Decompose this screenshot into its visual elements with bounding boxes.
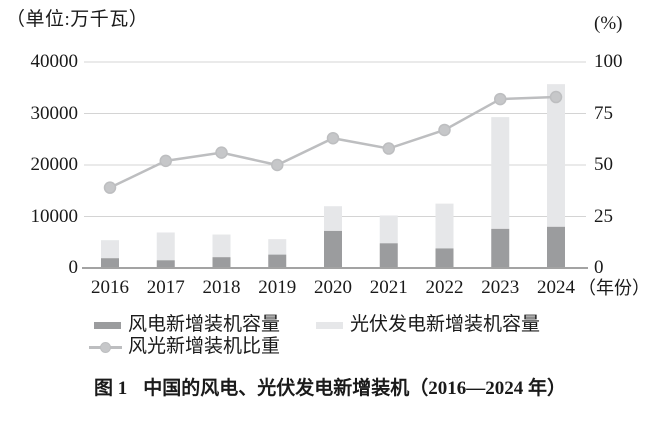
ratio-line-swatch: [89, 341, 122, 353]
ratio-marker: [494, 92, 507, 106]
y-axis-tick-left: 20000: [30, 154, 79, 175]
bar-segment-wind: [101, 258, 119, 268]
legend-item-wind-capacity: 风电新增装机容量: [94, 314, 280, 336]
legend-item-ratio: 风光新增装机比重: [89, 336, 280, 358]
bar-segment-solar: [212, 234, 231, 258]
x-axis-tick: 2019: [258, 277, 297, 298]
left-axis-unit-label: （单位:万千瓦）: [6, 9, 149, 30]
y-axis-tick-left: 0: [68, 257, 79, 278]
bar-segment-solar: [547, 84, 565, 227]
x-axis-tick: 2016: [91, 277, 129, 298]
y-axis-tick-right: 50: [594, 154, 613, 175]
bar-segment-solar: [324, 206, 342, 231]
bar-segment-wind: [491, 228, 510, 268]
y-axis-tick-left: 10000: [30, 205, 79, 227]
x-axis-tick: 2020: [314, 277, 352, 298]
x-axis-tick: 2024: [537, 277, 575, 298]
ratio-marker: [382, 142, 395, 155]
ratio-marker: [215, 146, 228, 159]
ratio-marker: [438, 123, 451, 137]
bar-segment-wind: [212, 257, 231, 268]
figure-number: 图 1: [93, 378, 128, 399]
x-axis-year-suffix: （年份）: [578, 278, 650, 298]
bar-segment-wind: [547, 226, 565, 268]
bar-segment-wind: [324, 230, 342, 268]
bar-segment-solar: [379, 215, 398, 244]
x-axis-tick: 2022: [425, 277, 464, 298]
bar-segment-wind: [268, 254, 287, 268]
legend-label-solar: 光伏发电新增装机容量: [350, 314, 541, 335]
legend-label-wind: 风电新增装机容量: [128, 314, 281, 335]
ratio-marker: [549, 90, 563, 104]
bar-segment-wind: [435, 248, 454, 268]
bar-segment-solar: [491, 117, 510, 229]
ratio-marker-swatch: [100, 341, 111, 353]
bar-segment-wind: [156, 260, 175, 268]
x-axis-tick: 2021: [369, 277, 408, 298]
bar-segment-solar: [435, 203, 454, 249]
legend-item-solar-capacity: 光伏发电新增装机容量: [316, 314, 540, 336]
y-axis-tick-right: 25: [594, 205, 613, 227]
y-axis-tick-right: 75: [594, 102, 613, 124]
ratio-marker: [103, 181, 117, 194]
chart-canvas: [82, 61, 588, 269]
y-axis-tick-left: 30000: [30, 102, 79, 124]
ratio-marker: [271, 158, 284, 172]
y-axis-tick-left: 40000: [30, 51, 79, 72]
x-axis-tick: 2017: [146, 277, 185, 298]
figure-title: 中国的风电、光伏发电新增装机（2016—2024 年）: [143, 378, 567, 399]
bar-segment-solar: [268, 239, 287, 255]
chart-area: （单位:万千瓦） (%) （年份） 0 10000 20000 30000 40000 0…: [6, 9, 650, 298]
figure-caption: 图 1 中国的风电、光伏发电新增装机（2016—2024 年）: [0, 377, 660, 401]
right-axis-unit-label: (%): [594, 13, 623, 34]
y-axis-tick-right: 0: [594, 257, 604, 278]
x-axis-tick: 2023: [481, 277, 520, 298]
bar-segment-solar: [101, 240, 119, 259]
y-axis-tick-right: 100: [594, 51, 623, 72]
ratio-marker: [159, 154, 172, 168]
legend-label-ratio: 风光新增装机比重: [128, 336, 281, 357]
ratio-marker: [326, 131, 340, 145]
bar-segment-wind: [379, 243, 398, 268]
wind-bar-swatch: [94, 321, 121, 329]
bar-segment-solar: [156, 232, 175, 261]
solar-bar-swatch: [316, 321, 343, 329]
x-axis-tick: 2018: [202, 277, 241, 298]
